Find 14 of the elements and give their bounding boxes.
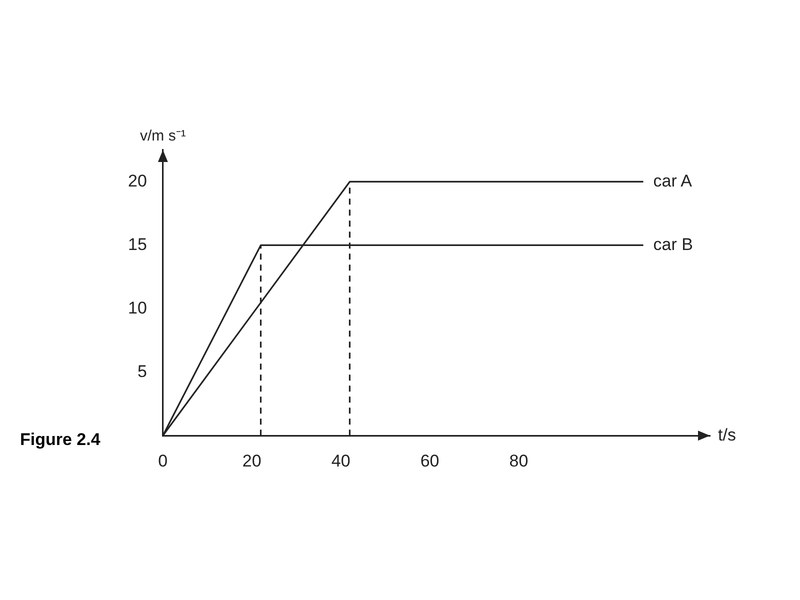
y-tick-label: 20: [128, 171, 147, 190]
caption: Figure 2.4: [20, 430, 100, 450]
series-label: car B: [653, 234, 693, 254]
y-tick-label: 15: [128, 234, 147, 254]
series-label: car A: [653, 171, 693, 190]
y-axis-title: v/m s⁻¹: [140, 128, 186, 145]
x-tick-label: 40: [331, 451, 350, 470]
x-tick-label: 0: [158, 451, 168, 470]
y-tick-label: 5: [137, 362, 147, 381]
x-tick-label: 80: [509, 451, 528, 470]
y-tick-label: 10: [128, 298, 147, 318]
x-tick-label: 60: [420, 451, 440, 470]
x-tick-label: 20: [242, 451, 262, 470]
x-axis-title: t/s: [718, 425, 736, 444]
